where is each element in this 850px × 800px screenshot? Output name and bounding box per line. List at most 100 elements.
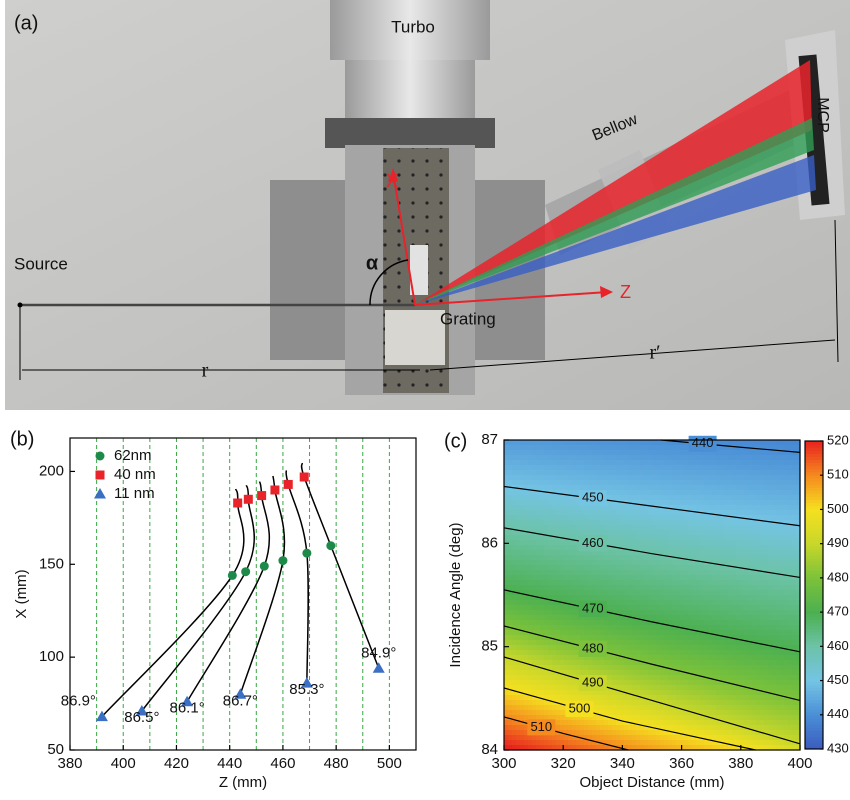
fill-cell <box>788 600 793 606</box>
fill-cell <box>536 535 541 541</box>
fill-cell <box>612 730 617 736</box>
fill-cell <box>544 565 549 571</box>
fill-cell <box>768 705 773 711</box>
colorbar-cell <box>805 654 823 658</box>
fill-cell <box>716 490 721 496</box>
fill-cell <box>552 565 557 571</box>
fill-cell <box>772 465 777 471</box>
fill-cell <box>668 485 673 491</box>
contour-label: 500 <box>569 701 591 716</box>
fill-cell <box>708 705 713 711</box>
fill-cell <box>628 715 633 721</box>
fill-cell <box>692 545 697 551</box>
fill-cell <box>656 600 661 606</box>
fill-cell <box>688 605 693 611</box>
fill-cell <box>776 640 781 646</box>
fill-cell <box>756 560 761 566</box>
fill-cell <box>732 665 737 671</box>
fill-cell <box>712 595 717 601</box>
fill-cell <box>524 470 529 476</box>
fill-cell <box>712 720 717 726</box>
fill-cell <box>564 560 569 566</box>
fill-cell <box>604 730 609 736</box>
fill-cell <box>616 515 621 521</box>
fill-cell <box>776 515 781 521</box>
fill-cell <box>764 535 769 541</box>
fill-cell <box>648 460 653 466</box>
fill-cell <box>768 550 773 556</box>
fill-cell <box>760 450 765 456</box>
fill-cell <box>740 500 745 506</box>
fill-cell <box>512 620 517 626</box>
fill-cell <box>704 575 709 581</box>
fill-cell <box>772 675 777 681</box>
fill-cell <box>764 695 769 701</box>
fill-cell <box>704 500 709 506</box>
fill-cell <box>744 515 749 521</box>
fill-cell <box>672 465 677 471</box>
fill-cell <box>704 615 709 621</box>
fill-cell <box>684 570 689 576</box>
fill-cell <box>556 645 561 651</box>
fill-cell <box>540 495 545 501</box>
fill-cell <box>772 705 777 711</box>
fill-cell <box>780 680 785 686</box>
fill-cell <box>776 545 781 551</box>
fill-cell <box>696 500 701 506</box>
fill-cell <box>688 500 693 506</box>
fill-cell <box>684 460 689 466</box>
fill-cell <box>736 700 741 706</box>
fill-cell <box>576 720 581 726</box>
fill-cell <box>760 700 765 706</box>
fill-cell <box>512 470 517 476</box>
fill-cell <box>640 645 645 651</box>
fill-cell <box>560 525 565 531</box>
fill-cell <box>508 455 513 461</box>
fill-cell <box>684 530 689 536</box>
fill-cell <box>612 670 617 676</box>
fill-cell <box>688 565 693 571</box>
fill-cell <box>728 705 733 711</box>
fill-cell <box>556 715 561 721</box>
fill-cell <box>648 605 653 611</box>
fill-cell <box>592 510 597 516</box>
fill-cell <box>732 525 737 531</box>
fill-cell <box>660 635 665 641</box>
fill-cell <box>724 570 729 576</box>
fill-cell <box>580 455 585 461</box>
fill-cell <box>620 605 625 611</box>
fill-cell <box>660 475 665 481</box>
fill-cell <box>684 680 689 686</box>
fill-cell <box>712 520 717 526</box>
fill-cell <box>768 740 773 746</box>
colorbar-cell <box>805 469 823 473</box>
fill-cell <box>580 570 585 576</box>
fill-cell <box>612 515 617 521</box>
fill-cell <box>784 470 789 476</box>
mcp-label: MCP <box>814 97 831 133</box>
fill-cell <box>756 590 761 596</box>
fill-cell <box>764 700 769 706</box>
fill-cell <box>768 580 773 586</box>
fill-cell <box>644 630 649 636</box>
fill-cell <box>780 480 785 486</box>
fill-cell <box>724 460 729 466</box>
fill-cell <box>544 465 549 471</box>
fill-cell <box>544 480 549 486</box>
y-tick-label: 85 <box>481 638 498 655</box>
fill-cell <box>708 485 713 491</box>
fill-cell <box>660 485 665 491</box>
fill-cell <box>508 570 513 576</box>
fill-cell <box>772 455 777 461</box>
fill-cell <box>536 525 541 531</box>
fill-cell <box>540 575 545 581</box>
fill-cell <box>756 455 761 461</box>
fill-cell <box>672 500 677 506</box>
fill-cell <box>784 460 789 466</box>
fill-cell <box>536 480 541 486</box>
fill-cell <box>776 445 781 451</box>
fill-cell <box>764 540 769 546</box>
fill-cell <box>516 450 521 456</box>
fill-cell <box>552 545 557 551</box>
fill-cell <box>568 740 573 746</box>
